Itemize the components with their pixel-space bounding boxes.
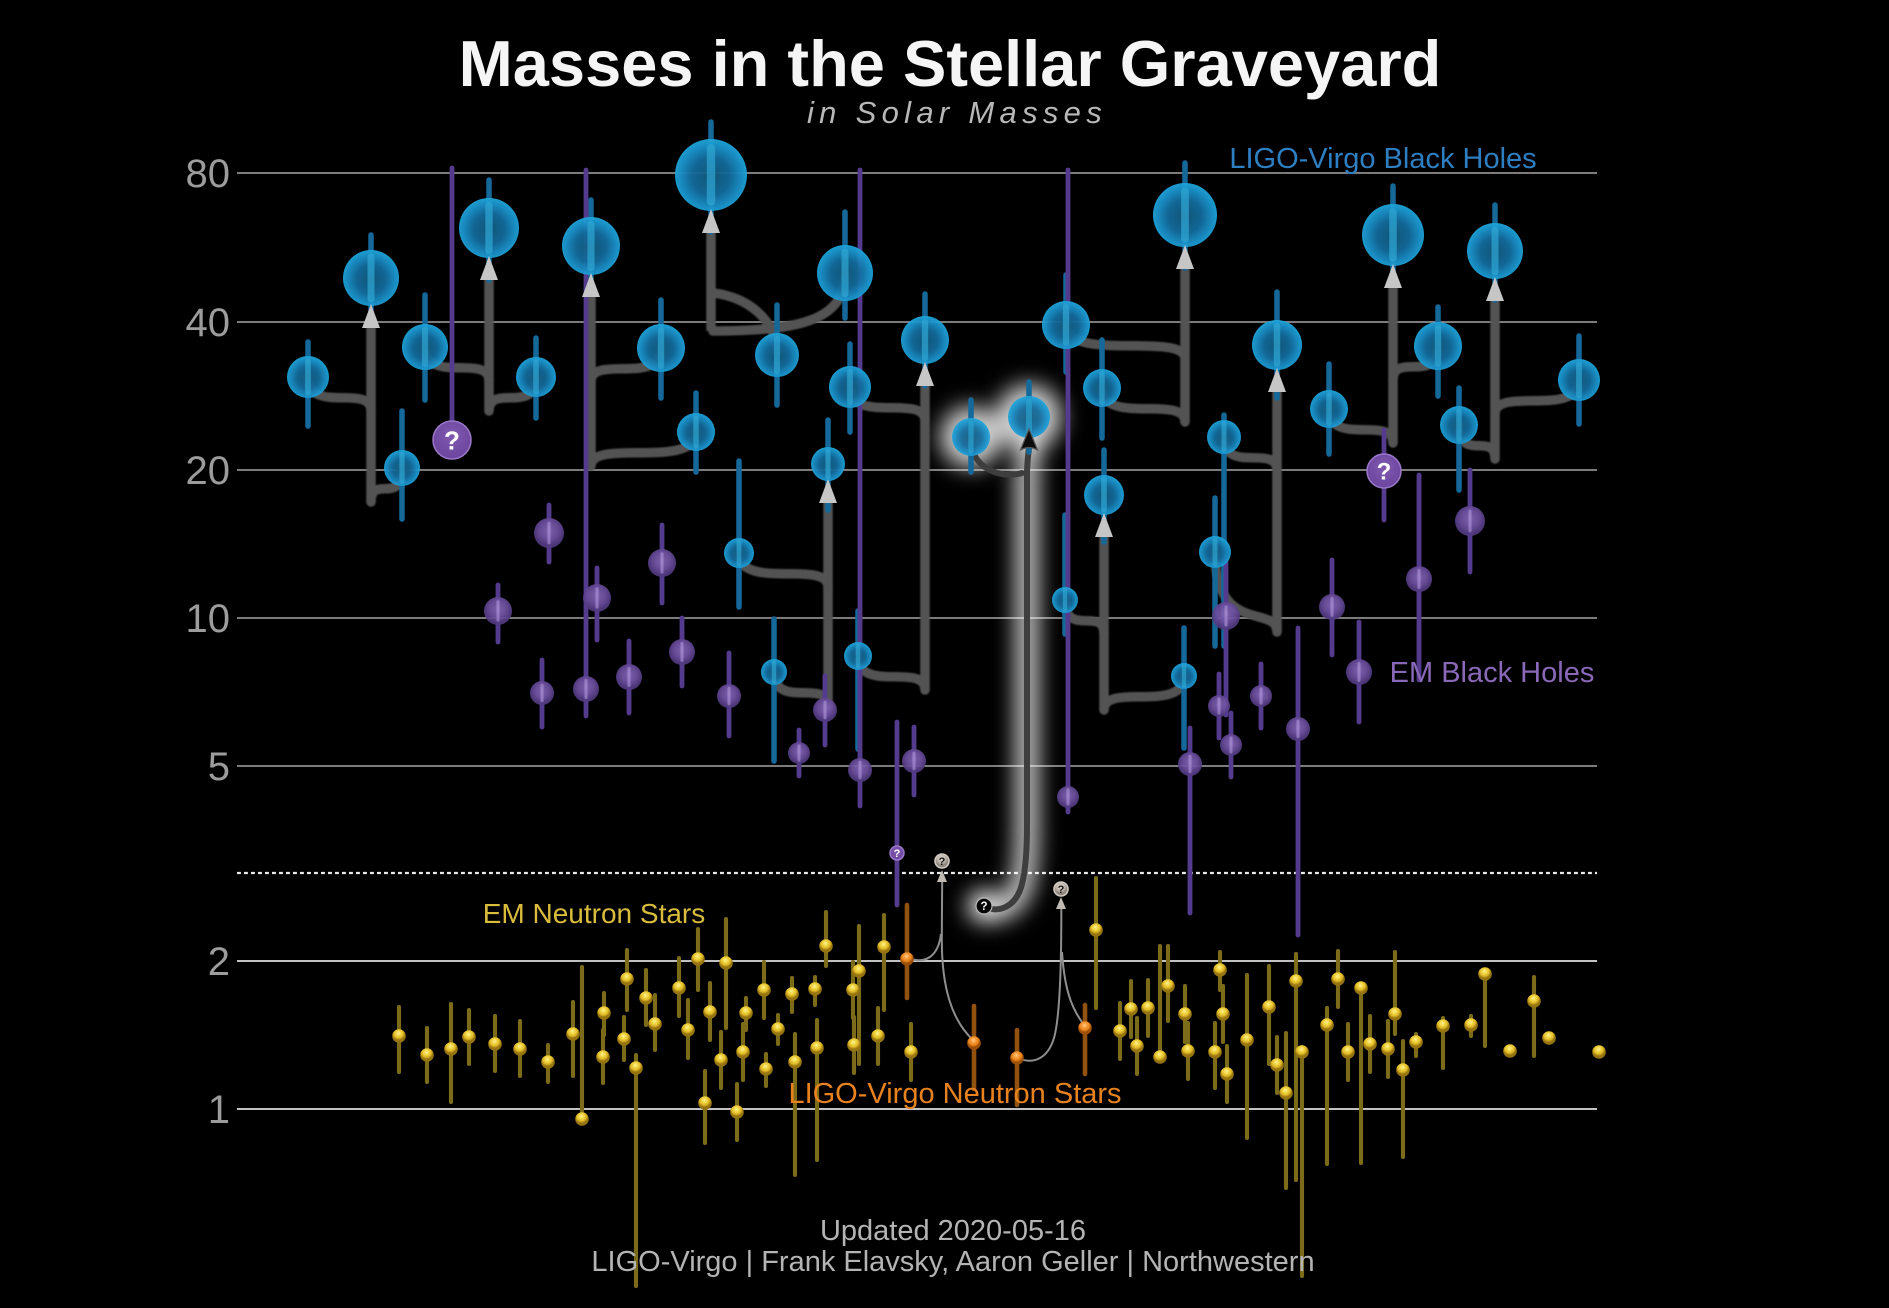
svg-text:LIGO-Virgo Black Holes: LIGO-Virgo Black Holes: [1229, 143, 1536, 175]
svg-text:10: 10: [186, 597, 231, 641]
svg-text:?: ?: [894, 848, 901, 860]
svg-text:5: 5: [208, 745, 230, 789]
svg-text:LIGO-Virgo | Frank Elavsky, Aa: LIGO-Virgo | Frank Elavsky, Aaron Geller…: [591, 1246, 1314, 1278]
svg-text:80: 80: [186, 152, 231, 196]
svg-text:EM Neutron Stars: EM Neutron Stars: [483, 898, 706, 929]
svg-text:EM Black Holes: EM Black Holes: [1390, 657, 1595, 689]
svg-text:?: ?: [1058, 884, 1065, 896]
svg-text:?: ?: [980, 901, 987, 913]
svg-text:LIGO-Virgo Neutron Stars: LIGO-Virgo Neutron Stars: [788, 1078, 1121, 1110]
svg-text:40: 40: [186, 301, 231, 345]
svg-text:Masses in the Stellar Graveyar: Masses in the Stellar Graveyard: [459, 27, 1442, 100]
svg-text:Updated 2020-05-16: Updated 2020-05-16: [820, 1215, 1086, 1247]
svg-text:2: 2: [208, 940, 230, 984]
svg-text:?: ?: [1377, 459, 1392, 486]
svg-text:?: ?: [444, 425, 460, 455]
svg-text:1: 1: [208, 1088, 230, 1132]
svg-text:20: 20: [186, 449, 231, 493]
svg-text:in Solar Masses: in Solar Masses: [807, 95, 1107, 130]
svg-text:?: ?: [939, 856, 946, 868]
